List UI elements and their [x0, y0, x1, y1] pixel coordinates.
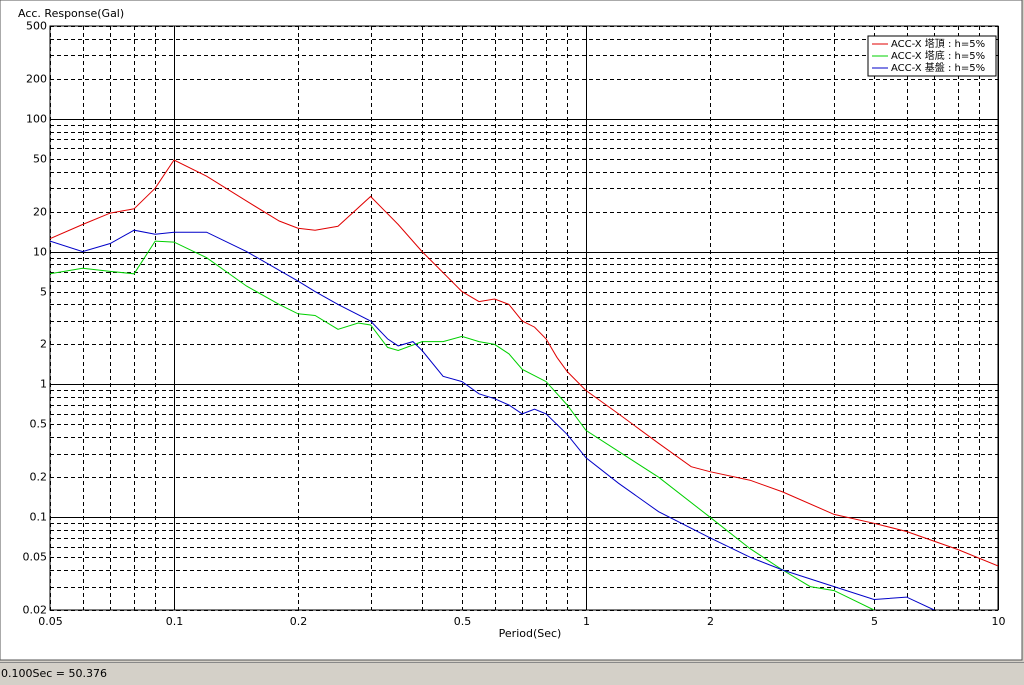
legend-label: ACC-X 塔底 : h=5% [891, 49, 985, 62]
x-axis-label: Period(Sec) [499, 627, 562, 640]
chart: Acc. Response(Gal) Period(Sec) 0.020.050… [0, 0, 1023, 661]
y-tick-label: 1 [40, 378, 47, 391]
y-tick-label: 0.5 [30, 418, 48, 431]
x-tick-label: 1 [583, 615, 590, 628]
x-tick-label: 2 [707, 615, 714, 628]
y-tick-label: 0.02 [23, 604, 48, 617]
y-tick-label: 100 [26, 113, 47, 126]
y-tick-label: 10 [33, 246, 47, 259]
series-line [50, 159, 998, 567]
legend-box [867, 35, 997, 77]
x-tick-label: 0.05 [38, 615, 63, 628]
chart-frame [0, 0, 1023, 661]
y-axis-label: Acc. Response(Gal) [18, 7, 124, 20]
legend-label: ACC-X 塔頂 : h=5% [891, 37, 985, 50]
y-tick-label: 50 [33, 153, 47, 166]
x-tick-label: 0.1 [166, 615, 184, 628]
plot-area [50, 159, 998, 610]
legend-label: ACC-X 基盤 : h=5% [891, 61, 985, 74]
x-tick-label: 5 [871, 615, 878, 628]
series-line [50, 229, 935, 610]
x-tick-label: 0.2 [290, 615, 308, 628]
y-tick-label: 2 [40, 338, 47, 351]
x-tick-label: 0.5 [454, 615, 472, 628]
y-tick-label: 200 [26, 73, 47, 86]
y-tick-label: 20 [33, 206, 47, 219]
y-tick-label: 5 [40, 286, 47, 299]
plot-border [49, 25, 999, 611]
y-tick-label: 0.2 [30, 471, 48, 484]
series-line [50, 240, 875, 610]
x-tick-label: 10 [992, 615, 1006, 628]
status-bar: 0.100Sec = 50.376 [0, 662, 1024, 685]
y-tick-label: 500 [26, 20, 47, 33]
y-tick-label: 0.05 [23, 551, 48, 564]
y-tick-label: 0.1 [30, 511, 48, 524]
